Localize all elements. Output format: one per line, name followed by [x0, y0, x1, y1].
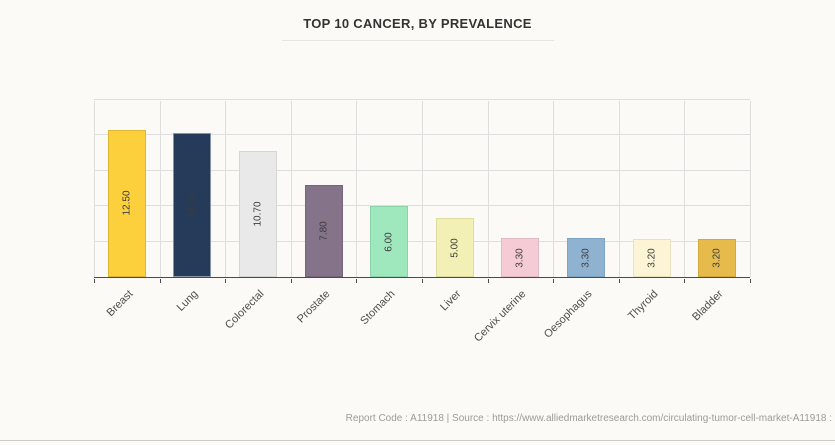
bar-value-label: 12.20 [186, 192, 198, 218]
bar-cervix-uterine[interactable]: 3.30 [501, 238, 540, 277]
x-axis-tick [225, 279, 227, 283]
bar-value-label: 3.20 [711, 248, 723, 268]
bar-colorectal[interactable]: 10.70 [239, 150, 277, 277]
bar-value-label: 12.50 [121, 190, 133, 216]
bar-thyroid[interactable]: 3.20 [632, 239, 671, 277]
chart-title: TOP 10 CANCER, BY PREVALENCE [303, 16, 532, 31]
bar-breast[interactable]: 12.50 [107, 129, 146, 277]
x-axis-tick [750, 279, 751, 283]
gridline-vertical [553, 101, 555, 277]
bar-value-label: 5.00 [449, 237, 461, 258]
x-axis-label: Oesophagus [541, 288, 595, 341]
x-axis-label: Breast [104, 288, 136, 319]
x-axis-label: Liver [437, 288, 464, 314]
bar-value-label: 3.20 [646, 248, 658, 268]
gridline-vertical [290, 101, 292, 277]
x-axis-tick [159, 279, 161, 283]
x-axis-tick [422, 279, 423, 283]
bar-oesophagus[interactable]: 3.30 [567, 238, 605, 277]
gridline-vertical [94, 101, 95, 277]
x-axis-tick [290, 279, 292, 283]
x-axis-label: Stomach [358, 288, 398, 328]
x-axis-label: Bladder [690, 288, 726, 324]
gridline-vertical [422, 101, 423, 277]
bar-value-label: 3.30 [580, 247, 592, 268]
bar-value-label: 10.70 [252, 201, 264, 227]
x-axis-tick [684, 279, 686, 283]
gridline-vertical [225, 101, 227, 277]
bar-value-label: 3.30 [514, 247, 526, 268]
bar-prostate[interactable]: 7.80 [304, 184, 343, 277]
x-axis-tick [618, 279, 620, 283]
gridline-horizontal [94, 99, 750, 100]
gridline-vertical [684, 101, 686, 277]
footer-note: Report Code : A11918 | Source : https://… [345, 413, 832, 424]
x-axis-label: Cervix uterine [472, 288, 529, 345]
bar-bladder[interactable]: 3.20 [698, 239, 737, 277]
gridline-vertical [750, 101, 751, 277]
bar-value-label: 7.80 [318, 221, 330, 241]
bar-stomach[interactable]: 6.00 [370, 206, 409, 277]
x-axis-label: Colorectal [222, 288, 267, 332]
gridline-vertical [356, 101, 358, 277]
x-axis-tick [356, 279, 358, 283]
title-underline [281, 40, 554, 41]
bar-value-label: 6.00 [383, 231, 395, 252]
gridline-vertical [487, 101, 489, 277]
x-axis-label: Thyroid [625, 288, 661, 323]
bottom-rule [0, 440, 835, 441]
x-axis-label: Lung [175, 288, 201, 314]
x-axis-tick [553, 279, 555, 283]
bar-liver[interactable]: 5.00 [435, 218, 474, 277]
gridline-vertical [159, 101, 161, 277]
x-axis-tick [487, 279, 489, 283]
x-axis-tick [94, 279, 95, 283]
plot-area: 12.50 12.20 10.70 7.80 6.00 5.00 3.30 3.30 3.20 3… [94, 99, 751, 283]
bar-lung[interactable]: 12.20 [173, 133, 212, 277]
x-axis-label: Prostate [294, 288, 333, 326]
gridline-vertical [618, 101, 620, 277]
